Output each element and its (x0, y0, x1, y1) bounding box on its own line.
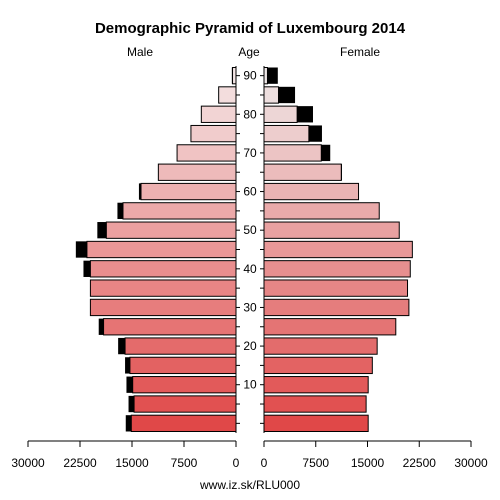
male-bar-50-54 (105, 221, 237, 239)
female-excess-65-69 (341, 164, 342, 181)
age-tick-label: 40 (243, 262, 257, 276)
male-label: Male (127, 45, 153, 59)
male-excess-0-4 (125, 415, 132, 432)
male-bar-0-4 (130, 414, 237, 432)
male-excess-10-14 (126, 376, 133, 393)
female-excess-85-89 (278, 86, 296, 104)
age-tick-label: 50 (243, 223, 257, 237)
female-x-tick-label: 30000 (454, 456, 488, 470)
female-bar-10-14 (263, 376, 369, 394)
age-tick-label: 30 (243, 300, 257, 314)
age-tick-label: 10 (243, 378, 257, 392)
female-bar-25-29 (263, 318, 397, 336)
female-bar-40-44 (263, 260, 411, 278)
age-label: Age (238, 45, 260, 59)
female-bars (263, 67, 413, 432)
male-x-tick-label: 15000 (115, 456, 149, 470)
female-bar-20-24 (263, 337, 378, 355)
male-bar-15-19 (129, 356, 237, 375)
male-bar-55-59 (122, 202, 237, 220)
male-x-tick-label: 30000 (11, 456, 45, 470)
male-bar-5-9 (133, 395, 237, 413)
female-bar-80-84 (263, 105, 298, 123)
female-bar-65-69 (263, 163, 342, 181)
male-x-tick-label: 7500 (171, 456, 198, 470)
female-excess-70-74 (321, 144, 331, 162)
male-bar-60-64 (140, 182, 237, 201)
male-excess-25-29 (98, 318, 104, 335)
male-excess-90+ (231, 67, 233, 84)
male-excess-45-49 (75, 241, 87, 258)
female-bar-70-74 (263, 144, 322, 162)
female-excess-80-84 (297, 106, 313, 123)
age-tick-label: 90 (243, 69, 257, 83)
male-bar-35-39 (89, 279, 237, 297)
female-bar-45-49 (263, 240, 413, 259)
male-bar-65-69 (157, 163, 237, 181)
female-bar-85-89 (263, 86, 279, 104)
female-bar-90+ (263, 67, 268, 85)
male-excess-20-24 (118, 337, 126, 355)
male-bar-40-44 (89, 260, 237, 278)
female-bar-55-59 (263, 202, 380, 220)
male-bar-80-84 (200, 105, 237, 123)
male-x-tick-label: 22500 (63, 456, 97, 470)
male-bar-45-49 (86, 240, 237, 259)
female-x-tick-label: 7500 (302, 456, 329, 470)
female-x-tick-label: 0 (261, 456, 268, 470)
female-bar-35-39 (263, 279, 409, 297)
female-bar-15-19 (263, 356, 373, 375)
female-bar-0-4 (263, 414, 369, 432)
male-bar-90+ (232, 67, 237, 85)
female-bar-30-34 (263, 298, 410, 317)
female-bar-75-79 (263, 124, 310, 143)
age-tick-label: 20 (243, 339, 257, 353)
female-bar-50-54 (263, 221, 400, 239)
age-tick-label: 70 (243, 146, 257, 160)
male-excess-60-64 (138, 183, 142, 200)
chart-title: Demographic Pyramid of Luxembourg 2014 (95, 20, 406, 37)
male-bar-25-29 (103, 318, 237, 336)
male-bars (75, 67, 237, 432)
male-bar-85-89 (218, 86, 237, 104)
age-tick-label: 60 (243, 185, 257, 199)
male-bar-75-79 (190, 124, 237, 143)
female-excess-75-79 (308, 125, 322, 142)
male-excess-5-9 (128, 395, 135, 413)
female-label: Female (340, 45, 380, 59)
female-x-tick-label: 22500 (403, 456, 437, 470)
male-x-tick-label: 0 (233, 456, 240, 470)
male-bar-70-74 (176, 144, 237, 162)
age-tick-label: 80 (243, 107, 257, 121)
axes: 10 20 30 40 50 60 70 80 90 30000 22500 15000 7500 0 0 7… (11, 66, 488, 470)
male-excess-50-54 (97, 222, 107, 239)
female-bar-60-64 (263, 182, 360, 201)
female-bar-5-9 (263, 395, 367, 413)
male-excess-15-19 (125, 357, 130, 374)
male-bar-20-24 (124, 337, 237, 355)
male-excess-55-59 (117, 202, 123, 220)
source-footer: www.iz.sk/RLU000 (199, 478, 300, 492)
female-x-tick-label: 15000 (351, 456, 385, 470)
male-bar-10-14 (132, 376, 237, 394)
male-excess-40-44 (83, 260, 91, 277)
male-bar-30-34 (89, 298, 237, 317)
female-excess-90+ (267, 67, 278, 84)
